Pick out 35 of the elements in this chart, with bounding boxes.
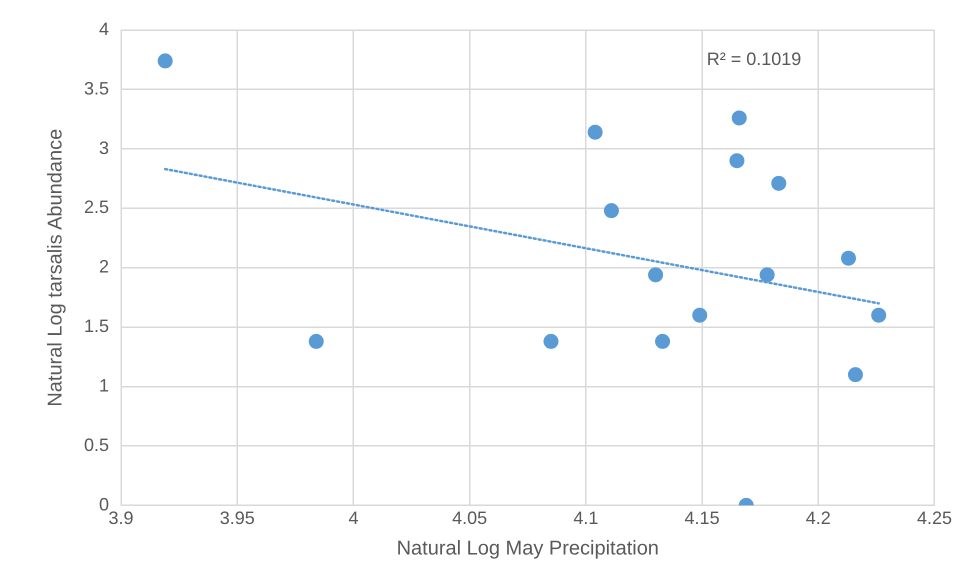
x-tick-label: 4 — [348, 508, 358, 528]
x-tick-label: 4.25 — [916, 508, 952, 528]
point — [655, 334, 670, 349]
x-tick-label: 4.15 — [684, 508, 720, 528]
point — [588, 124, 603, 140]
point — [692, 308, 708, 323]
y-tick-label: 2.5 — [84, 197, 110, 218]
annotation: R² = 0.1019 — [706, 48, 802, 69]
point — [840, 250, 856, 266]
point — [158, 53, 173, 68]
y-tick-label: 0.5 — [84, 434, 110, 455]
point — [604, 203, 619, 218]
point — [871, 308, 886, 323]
point — [648, 267, 664, 282]
y-tick-label: 3.5 — [84, 78, 110, 98]
y-tick-label: 1.5 — [84, 316, 110, 336]
y-axis-title: Natural Log tarsalis Abundance — [44, 128, 67, 407]
y-tick-label: 3 — [99, 138, 110, 158]
x-axis-title: Natural Log May Precipitation — [396, 538, 659, 560]
x-tick-label: 3.95 — [220, 508, 255, 528]
x-tick-label: 3.9 — [108, 508, 134, 528]
point — [732, 110, 747, 126]
x-tick-label: 4.2 — [806, 508, 831, 528]
point — [543, 334, 558, 349]
point — [308, 334, 324, 349]
x-tick-label: 4.05 — [452, 508, 488, 528]
x-tick-label: 4.1 — [573, 508, 598, 528]
y-tick-label: 4 — [99, 18, 110, 39]
point — [760, 267, 775, 282]
point — [729, 153, 744, 168]
point — [848, 367, 863, 382]
y-tick-label: 1 — [99, 376, 110, 396]
point — [771, 176, 786, 191]
y-tick-label: 2 — [99, 256, 110, 277]
y-tick-label: 0 — [99, 494, 110, 514]
